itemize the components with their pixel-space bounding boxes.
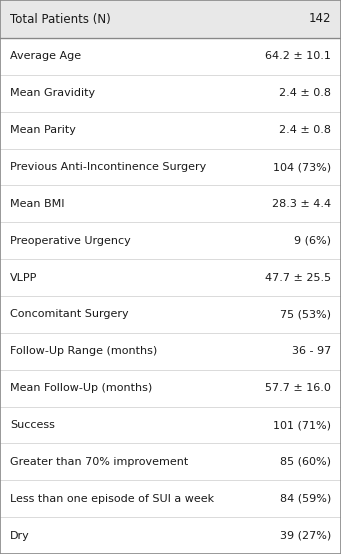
- Text: 101 (71%): 101 (71%): [273, 420, 331, 430]
- Text: Greater than 70% improvement: Greater than 70% improvement: [10, 457, 189, 467]
- Text: VLPP: VLPP: [10, 273, 38, 283]
- Text: 64.2 ± 10.1: 64.2 ± 10.1: [265, 52, 331, 61]
- Bar: [0, 333, 341, 370]
- Text: 75 (53%): 75 (53%): [280, 310, 331, 320]
- Text: 36 - 97: 36 - 97: [292, 346, 331, 356]
- Bar: [0, 443, 341, 480]
- Text: Success: Success: [10, 420, 55, 430]
- Bar: [0, 0, 341, 38]
- Text: Dry: Dry: [10, 531, 30, 541]
- Text: 9 (6%): 9 (6%): [294, 235, 331, 246]
- Text: 47.7 ± 25.5: 47.7 ± 25.5: [265, 273, 331, 283]
- Text: Average Age: Average Age: [10, 52, 81, 61]
- Bar: [0, 480, 341, 517]
- Bar: [0, 407, 341, 443]
- Bar: [0, 259, 341, 296]
- Text: Mean Follow-Up (months): Mean Follow-Up (months): [10, 383, 152, 393]
- Text: Previous Anti-Incontinence Surgery: Previous Anti-Incontinence Surgery: [10, 162, 207, 172]
- Text: 104 (73%): 104 (73%): [273, 162, 331, 172]
- Text: Mean BMI: Mean BMI: [10, 199, 65, 209]
- Text: Mean Parity: Mean Parity: [10, 125, 76, 135]
- Text: 84 (59%): 84 (59%): [280, 494, 331, 504]
- Text: 57.7 ± 16.0: 57.7 ± 16.0: [265, 383, 331, 393]
- Bar: [0, 38, 341, 75]
- Bar: [0, 186, 341, 222]
- Bar: [0, 222, 341, 259]
- Text: 39 (27%): 39 (27%): [280, 531, 331, 541]
- Bar: [0, 75, 341, 112]
- Text: Follow-Up Range (months): Follow-Up Range (months): [10, 346, 158, 356]
- Text: Total Patients (N): Total Patients (N): [10, 13, 111, 25]
- Bar: [0, 148, 341, 186]
- Text: 2.4 ± 0.8: 2.4 ± 0.8: [279, 88, 331, 98]
- Text: Preoperative Urgency: Preoperative Urgency: [10, 235, 131, 246]
- Text: 2.4 ± 0.8: 2.4 ± 0.8: [279, 125, 331, 135]
- Text: 85 (60%): 85 (60%): [280, 457, 331, 467]
- Bar: [0, 112, 341, 148]
- Bar: [0, 296, 341, 333]
- Text: 28.3 ± 4.4: 28.3 ± 4.4: [272, 199, 331, 209]
- Bar: [0, 517, 341, 554]
- Bar: [0, 370, 341, 407]
- Text: Mean Gravidity: Mean Gravidity: [10, 88, 95, 98]
- Text: 142: 142: [308, 13, 331, 25]
- Text: Concomitant Surgery: Concomitant Surgery: [10, 310, 129, 320]
- Text: Less than one episode of SUI a week: Less than one episode of SUI a week: [10, 494, 214, 504]
